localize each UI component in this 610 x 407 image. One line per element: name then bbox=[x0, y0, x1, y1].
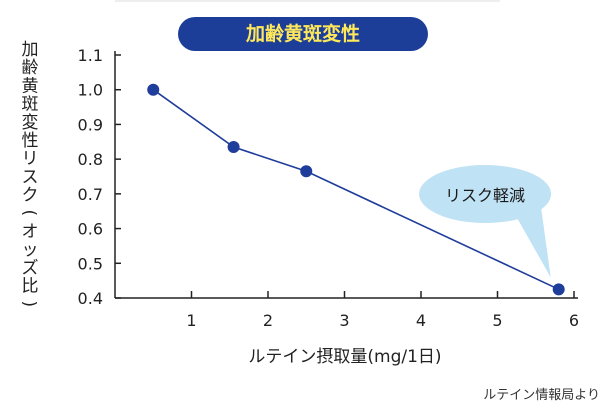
y-tick-label: 0.7 bbox=[78, 185, 103, 204]
data-point bbox=[300, 165, 313, 178]
chart-title: 加齢黄斑変性 bbox=[245, 22, 360, 45]
y-axis-title-char: オ bbox=[22, 222, 39, 242]
y-axis-title-char: 比 bbox=[22, 277, 39, 297]
callout: リスク軽減 bbox=[419, 165, 552, 278]
x-tick-label: 4 bbox=[416, 311, 426, 330]
y-tick-label: 0.9 bbox=[78, 115, 103, 134]
y-axis-title-char: ス bbox=[22, 167, 39, 187]
series-group bbox=[147, 83, 565, 296]
y-axis-title-char: 性 bbox=[22, 131, 39, 151]
data-point bbox=[147, 83, 160, 96]
y-axis-title-char: ズ bbox=[22, 258, 39, 278]
x-tick-label: 5 bbox=[492, 311, 502, 330]
callout-text: リスク軽減 bbox=[445, 186, 525, 205]
y-axis-title-char: 黄 bbox=[22, 76, 39, 96]
y-tick-label: 1.0 bbox=[78, 81, 103, 100]
y-tick-label: 0.5 bbox=[78, 254, 103, 273]
y-tick-label: 0.4 bbox=[78, 289, 103, 308]
y-tick-label: 0.8 bbox=[78, 150, 103, 169]
source-note: ルテイン情報局より bbox=[483, 388, 600, 403]
callout-bubble bbox=[419, 165, 552, 278]
y-tick-label: 1.1 bbox=[78, 46, 103, 65]
x-axis-title: ルテイン摂取量(mg/1日) bbox=[248, 347, 441, 367]
x-tick-label: 3 bbox=[339, 311, 349, 330]
y-axis-title-char: ( bbox=[19, 209, 39, 216]
y-axis-title-char: ッ bbox=[22, 240, 39, 260]
series-line bbox=[152, 89, 560, 291]
y-axis-title-char: 変 bbox=[22, 113, 39, 133]
data-point bbox=[227, 140, 240, 153]
data-point bbox=[552, 283, 565, 296]
y-axis: 0.4 0.5 0.6 0.7 0.8 0.9 1.0 1.1 bbox=[78, 46, 121, 308]
y-axis-title-char: ク bbox=[22, 186, 39, 206]
x-tick-label: 2 bbox=[263, 311, 273, 330]
y-axis-title-char: リ bbox=[22, 149, 39, 169]
y-axis-title-char: 斑 bbox=[22, 95, 39, 115]
x-axis: 1 2 3 4 5 6 bbox=[115, 291, 579, 330]
y-axis-title-char: ) bbox=[19, 300, 39, 307]
title-badge bbox=[178, 17, 428, 51]
x-tick-label: 1 bbox=[186, 311, 196, 330]
x-tick-label: 6 bbox=[569, 311, 579, 330]
y-tick-label: 0.6 bbox=[78, 220, 103, 239]
y-axis-title-char: 齢 bbox=[22, 58, 39, 78]
y-axis-title-char: 加 bbox=[22, 40, 39, 60]
